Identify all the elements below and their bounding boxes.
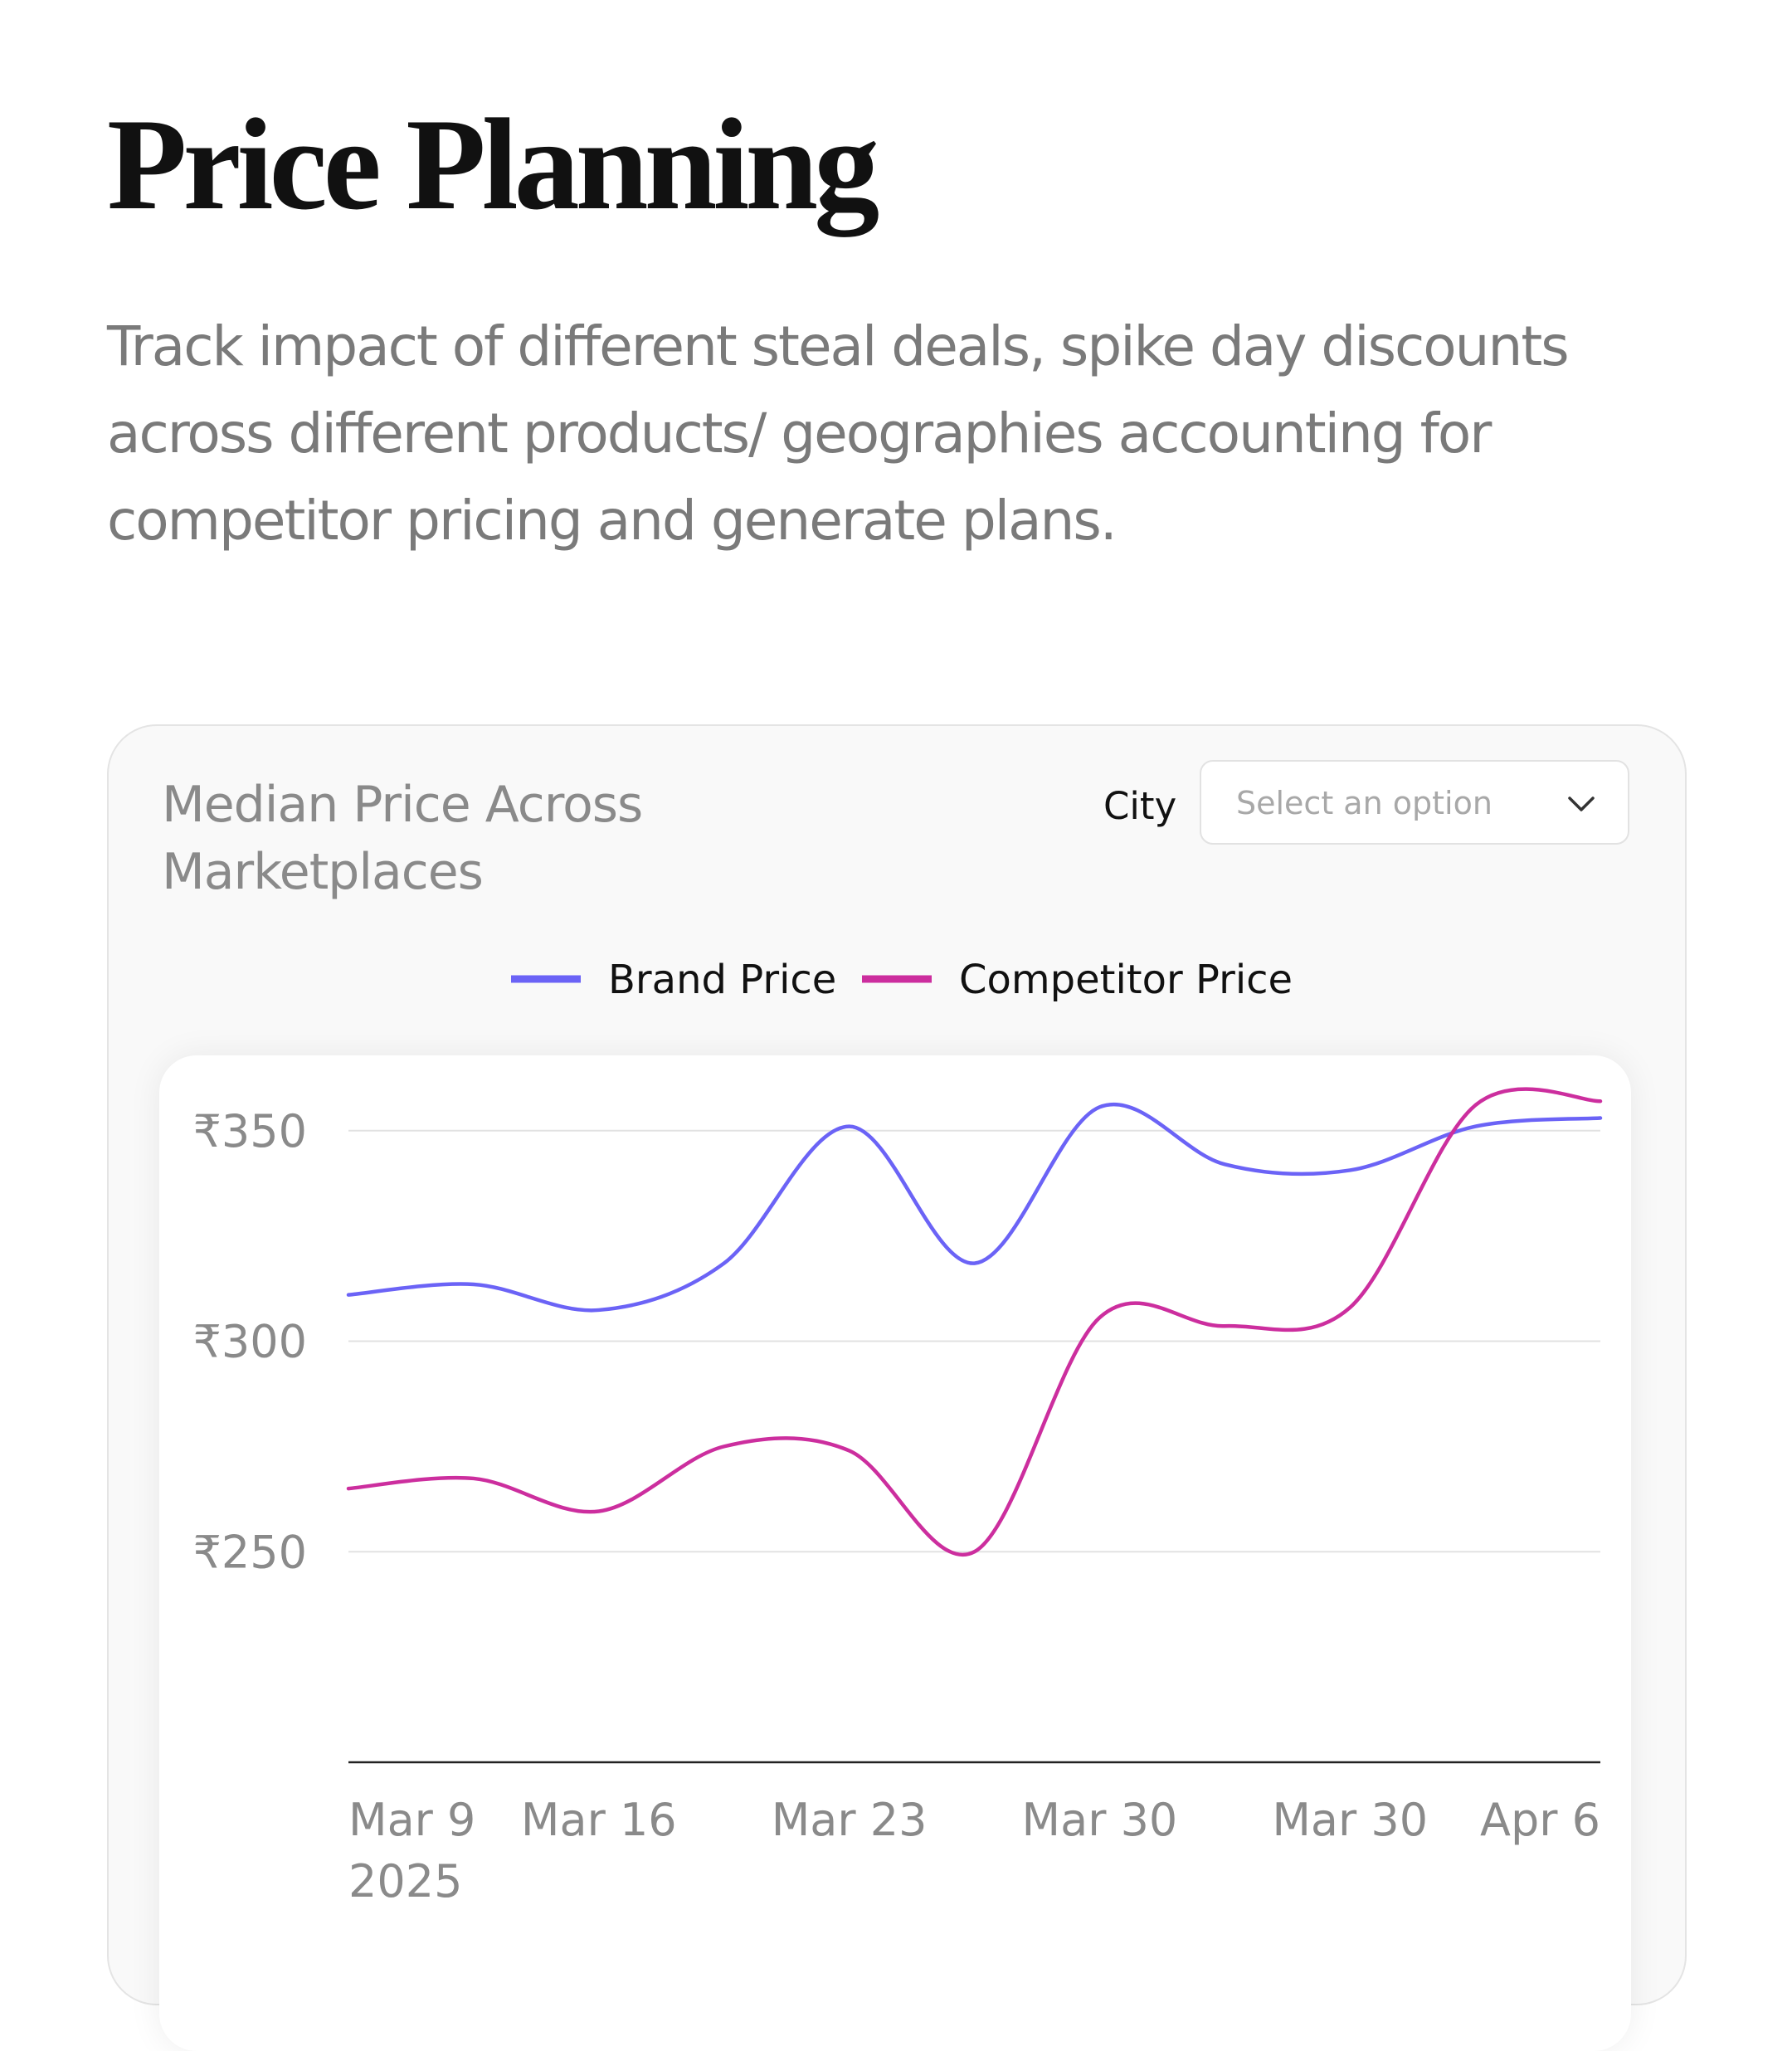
y-tick-label: ₹350 xyxy=(193,1105,307,1157)
x-tick-label: Apr 6 xyxy=(1480,1794,1600,1846)
chart: ₹250 ₹300 ₹350 Mar 9 Mar 16 Mar 23 Mar 30 Mar 3… xyxy=(193,957,1603,1907)
x-tick-label: Mar 30 xyxy=(1272,1794,1428,1846)
x-tick-label: Mar 9 xyxy=(348,1794,475,1846)
page: {"header": {"title": "Price Planning", "… xyxy=(107,92,1687,2005)
legend-label: Competitor Price xyxy=(959,957,1293,1003)
series-line xyxy=(346,1102,1603,1313)
city-select[interactable]: Select an option xyxy=(1200,760,1629,845)
chevron-icon xyxy=(1568,797,1595,811)
series-line xyxy=(346,1087,1603,1557)
chart-title: Median Price Across Marketplaces xyxy=(162,776,643,901)
legend-label: Brand Price xyxy=(608,957,836,1003)
y-tick-label: ₹300 xyxy=(193,1316,307,1368)
select-placeholder: Select an option xyxy=(1236,785,1493,821)
x-axis-year: 2025 xyxy=(348,1855,462,1907)
page-title: Price Planning xyxy=(107,92,879,237)
page-description: Track impact of different steal deals, s… xyxy=(107,314,1570,553)
x-tick-label: Mar 30 xyxy=(1022,1794,1178,1846)
x-tick-label: Mar 16 xyxy=(521,1794,677,1846)
y-tick-label: ₹250 xyxy=(193,1526,307,1578)
filter-label: City xyxy=(1103,784,1177,828)
x-tick-label: Mar 23 xyxy=(772,1794,928,1846)
chart-panel xyxy=(159,1055,1631,2051)
